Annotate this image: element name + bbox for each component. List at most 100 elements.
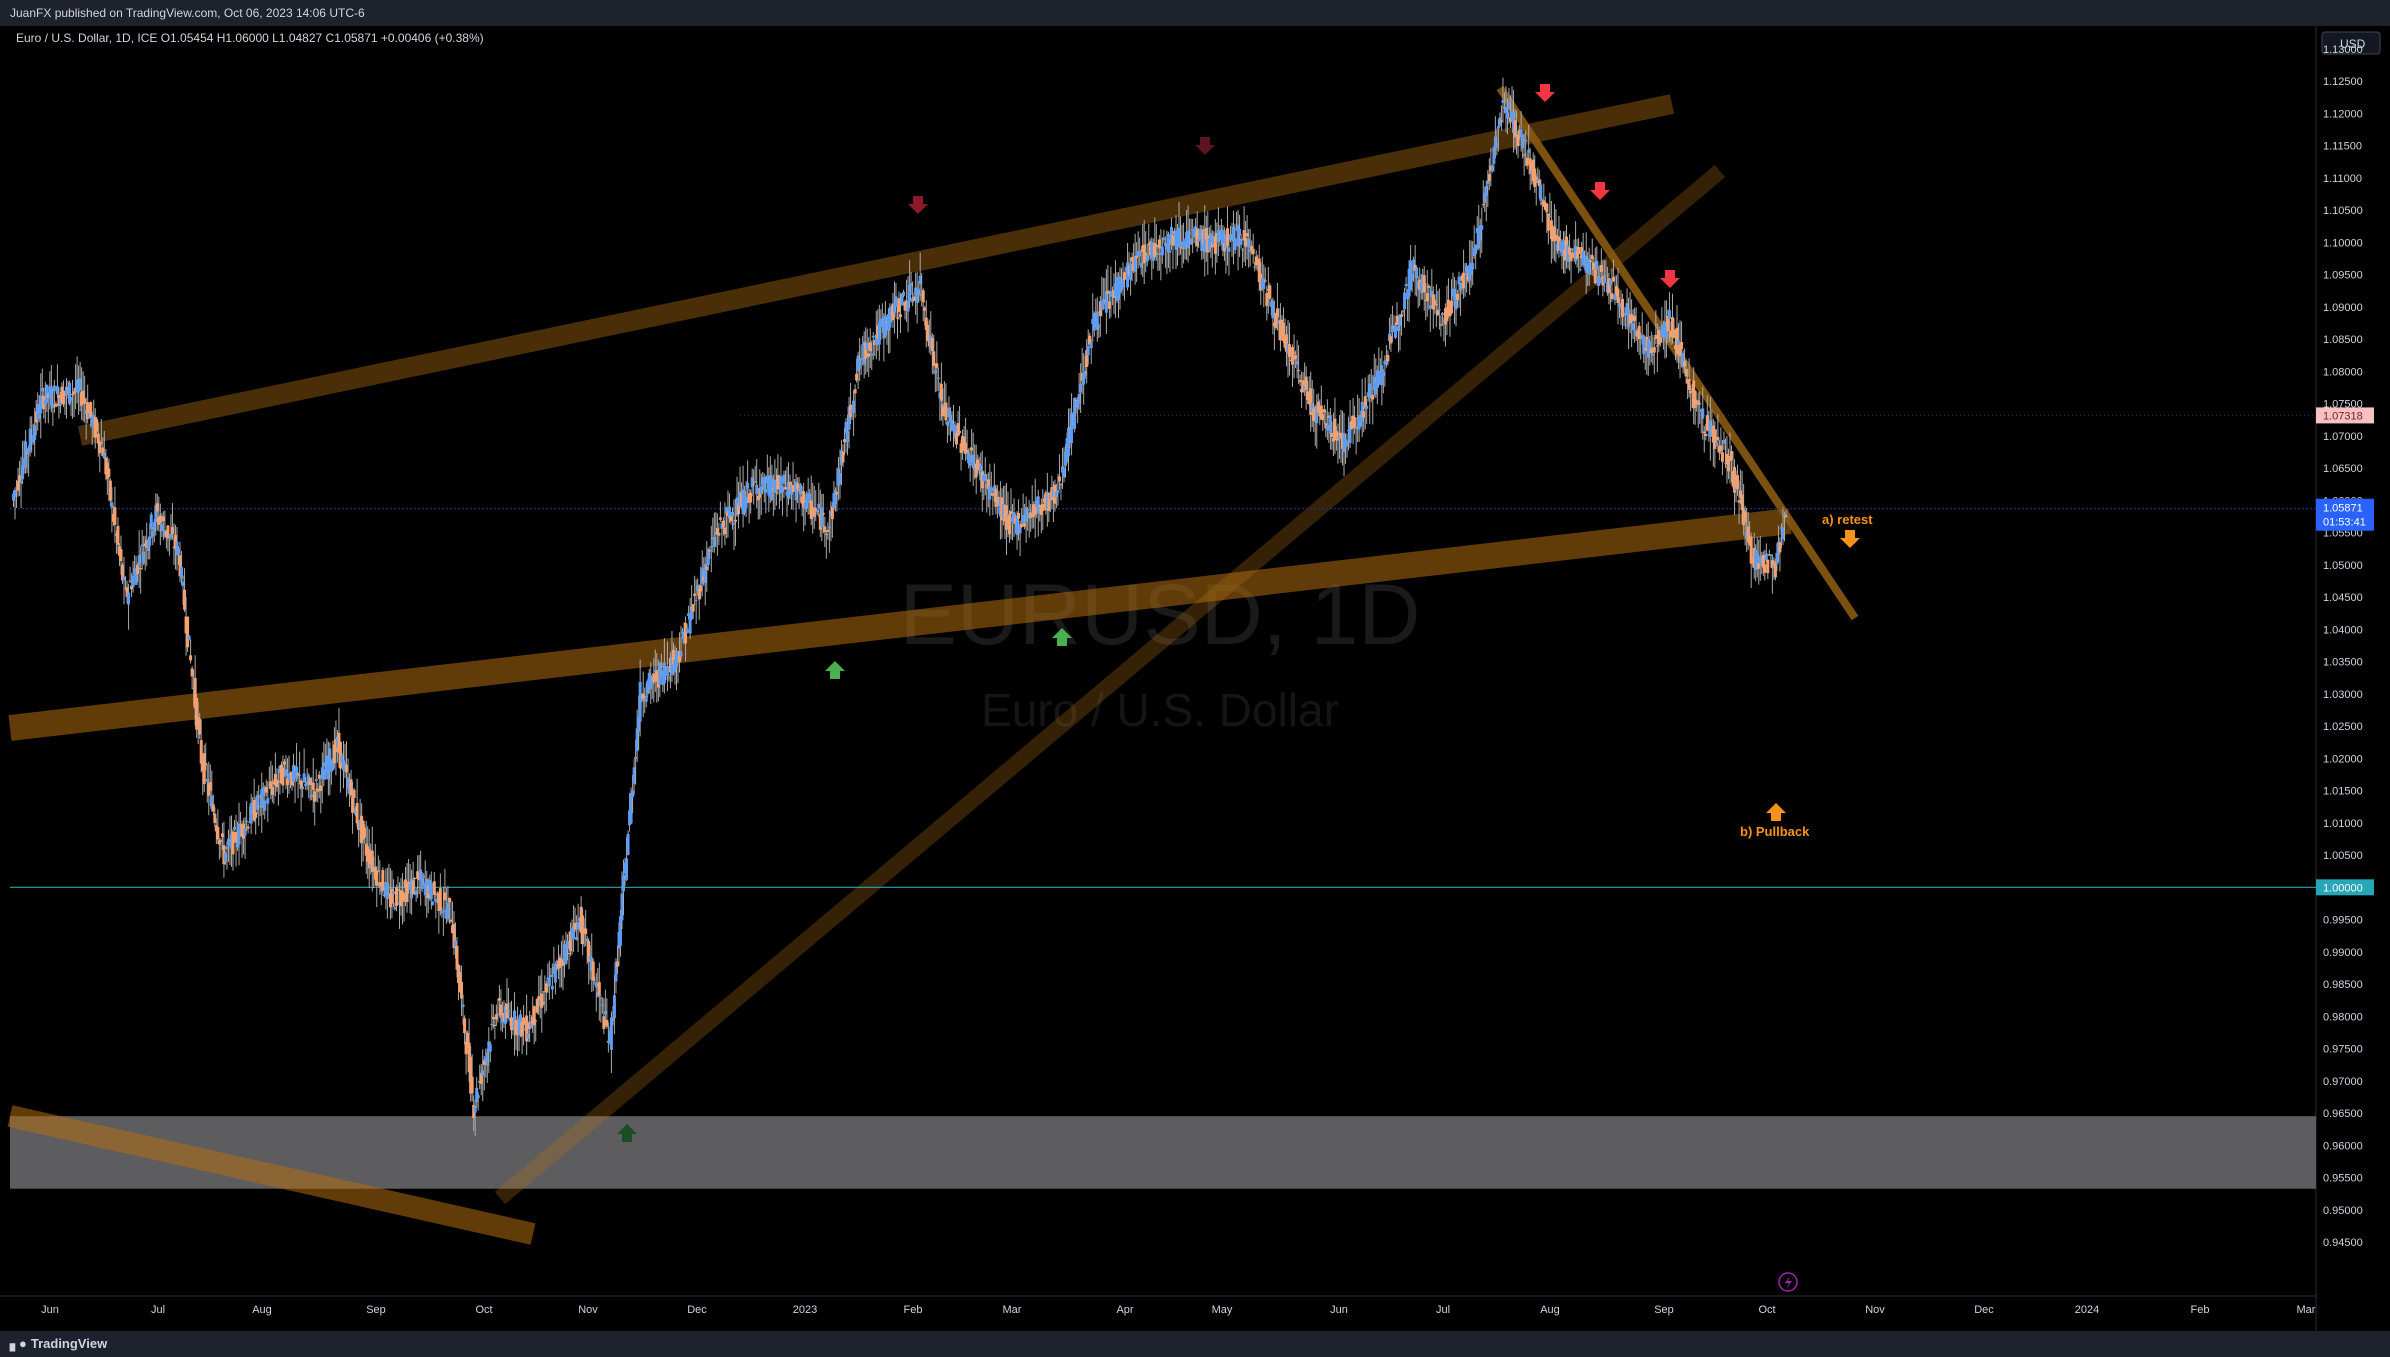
candle-body (712, 537, 716, 547)
candle-body (1007, 514, 1011, 535)
candle-body (1294, 355, 1298, 360)
candle-body (1720, 452, 1724, 462)
candle-body (941, 404, 945, 417)
candle-body (1566, 245, 1570, 262)
candle-body (422, 875, 426, 878)
candle-body (1472, 248, 1476, 257)
candle-body (865, 342, 869, 350)
candle-body (1409, 260, 1413, 290)
candle-body (285, 777, 289, 785)
candle-body (1395, 315, 1399, 326)
lightning-icon[interactable] (1778, 1272, 1798, 1292)
candle-body (382, 895, 386, 897)
candle-body (705, 566, 709, 570)
currency-button[interactable] (2321, 31, 2381, 55)
candle-body (700, 568, 704, 584)
candle-body (1419, 281, 1423, 293)
candle-body (341, 760, 345, 771)
candle-body (1059, 484, 1063, 486)
candle-body (861, 344, 865, 346)
candle-body (1584, 255, 1588, 273)
tradingview-logo[interactable]: ▖● TradingView (10, 1336, 107, 1352)
candle-body (357, 821, 361, 830)
y-tick-label: 1.09500 (2323, 270, 2363, 282)
candle-body (217, 840, 221, 845)
candle-body (1431, 294, 1435, 310)
x-tick-label: Feb (2191, 1304, 2210, 1316)
candle-body (298, 775, 302, 777)
candle-body (1262, 278, 1266, 290)
candle-body (912, 296, 916, 301)
candle-body (102, 452, 106, 459)
candle-body (1601, 275, 1605, 286)
candle-body (1080, 373, 1084, 381)
candle-body (690, 606, 694, 620)
candle-body (1265, 293, 1269, 306)
candle-body (167, 535, 171, 537)
candle-body (1542, 200, 1546, 207)
candle-body (737, 503, 741, 515)
candle-body (703, 563, 707, 584)
candle-body (1026, 509, 1030, 511)
time-axis[interactable]: Jun Jul Aug Sep Oct Nov Dec 2023 Feb Mar Apr May Jun… (41, 1304, 2316, 1316)
candle-body (364, 843, 368, 856)
candle-body (564, 947, 568, 964)
candle-body (207, 782, 211, 796)
candle-body (540, 993, 544, 1008)
symbol-info-line: Euro / U.S. Dollar, 1D, ICE O1.05454 H1.… (16, 31, 484, 45)
candle-body (622, 875, 626, 892)
candle-body (89, 402, 93, 418)
candle-body (1169, 226, 1173, 245)
candle-body (1256, 259, 1260, 265)
candle-body (553, 963, 557, 983)
candle-body (71, 393, 75, 396)
candle-body (1418, 279, 1422, 290)
candle-body (1000, 497, 1004, 521)
candle-body (1387, 333, 1391, 342)
candle-body (201, 761, 205, 772)
candle-body (255, 795, 259, 810)
chart-area[interactable]: EURUSD, 1D Euro / U.S. Dollar Euro / U.S… (0, 26, 2390, 1331)
candle-body (634, 757, 638, 760)
candle-body (559, 959, 563, 963)
candle-body (12, 493, 16, 501)
candle-body (127, 592, 131, 605)
candle-body (1334, 430, 1338, 439)
candle-body (408, 884, 412, 890)
candle-body (1333, 418, 1337, 441)
candle-body (125, 587, 129, 597)
candle-body (467, 1042, 471, 1073)
candle-body (86, 402, 90, 420)
candle-body (1215, 233, 1219, 238)
candle-body (1463, 277, 1467, 279)
candle-body (317, 774, 321, 779)
candle-body (1577, 246, 1581, 255)
candle-body (1068, 426, 1072, 429)
y-tick-label: 0.98000 (2323, 1011, 2363, 1023)
candle-body (709, 546, 713, 548)
candle-body (505, 1003, 509, 1018)
candle-body (799, 484, 803, 495)
candle-body (1657, 330, 1661, 345)
candle-body (1280, 319, 1284, 323)
candle-body (569, 931, 573, 952)
candle-body (1300, 388, 1304, 393)
candle-body (234, 831, 238, 843)
candle-body (1669, 330, 1673, 338)
candle-body (1483, 192, 1487, 203)
bullish-arrow-icon (617, 1124, 637, 1142)
candle-body (738, 491, 742, 508)
candle-body (936, 377, 940, 379)
candle-body (830, 506, 834, 520)
price-chart[interactable]: EURUSD, 1D Euro / U.S. Dollar Euro / U.S… (0, 26, 2390, 1331)
candle-body (216, 826, 220, 840)
candle-body (603, 1011, 607, 1015)
candle-body (1546, 213, 1550, 231)
candle-body (310, 794, 314, 798)
candle-body (1537, 179, 1541, 187)
candle-body (314, 779, 318, 781)
candle-body (877, 322, 881, 345)
candle-body (116, 525, 120, 545)
countdown-label: 01:53:41 (2323, 517, 2366, 529)
candle-body (1191, 229, 1195, 231)
